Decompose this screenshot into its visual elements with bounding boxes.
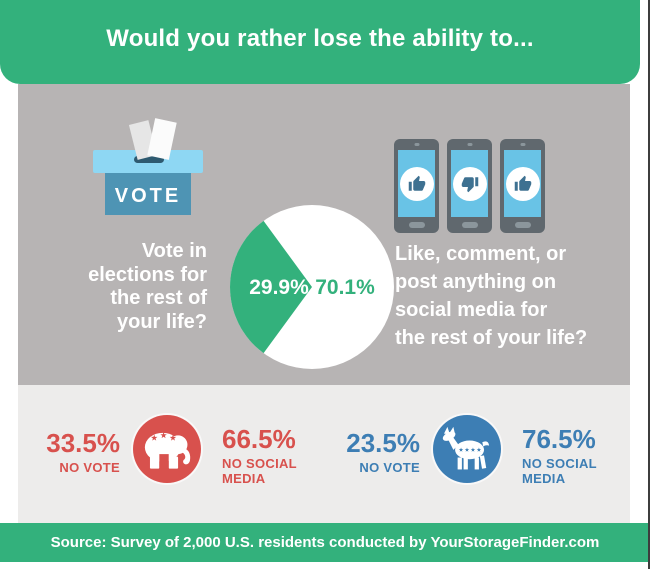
phone-screen bbox=[504, 150, 541, 217]
democrat-badge bbox=[433, 415, 501, 483]
stat-label: NO SOCIAL MEDIA bbox=[522, 456, 597, 486]
stat-label: NO VOTE bbox=[59, 460, 120, 475]
pie-chart bbox=[230, 205, 394, 369]
source-text: Source: Survey of 2,000 U.S. residents c… bbox=[50, 534, 600, 551]
question-line: the rest of your life? bbox=[395, 327, 588, 349]
header-banner: Would you rather lose the ability to... bbox=[0, 0, 640, 84]
phone-speaker-dot bbox=[467, 143, 472, 146]
ballot-box-icon: VOTE bbox=[93, 118, 203, 215]
phone-speaker-dot bbox=[414, 143, 419, 146]
comparison-panel: VOTE Vote in elections for the rest of y… bbox=[18, 84, 630, 385]
thumbs-up-icon bbox=[408, 175, 425, 191]
question-line: your life? bbox=[116, 310, 207, 333]
thumbs-up-icon bbox=[514, 175, 531, 191]
screenshot-right-border bbox=[648, 0, 650, 569]
phone-home-button bbox=[514, 222, 531, 228]
phone-home-button bbox=[408, 222, 425, 228]
phone-speaker-dot bbox=[520, 143, 525, 146]
smartphones-group bbox=[394, 139, 545, 233]
question-line: elections for bbox=[88, 263, 207, 286]
democrat-no-social-stat: 76.5% NO SOCIAL MEDIA bbox=[522, 425, 612, 486]
like-badge bbox=[399, 166, 434, 201]
like-badge bbox=[505, 166, 540, 201]
thumbs-down-icon bbox=[461, 176, 478, 192]
question-line: post anything on bbox=[395, 271, 557, 293]
stat-label: NO VOTE bbox=[359, 460, 420, 475]
democrat-donkey-icon bbox=[442, 426, 490, 470]
smartphone bbox=[394, 139, 439, 233]
pie-slice-vote bbox=[230, 220, 312, 354]
phone-screen bbox=[398, 150, 435, 217]
party-results-panel: 33.5% NO VOTE 66.5% NO SOCIAL MEDIA 23.5… bbox=[18, 385, 630, 523]
stat-label: NO SOCIAL MEDIA bbox=[222, 456, 297, 486]
stat-value: 33.5% bbox=[46, 428, 120, 458]
question-line: Like, comment, or bbox=[395, 243, 567, 265]
republican-elephant-icon bbox=[144, 431, 191, 469]
page-title: Would you rather lose the ability to... bbox=[106, 25, 534, 52]
stat-value: 23.5% bbox=[346, 428, 420, 458]
phone-screen bbox=[451, 150, 488, 217]
question-line: Vote in bbox=[141, 240, 207, 262]
democrat-no-vote-stat: 23.5% NO VOTE bbox=[346, 429, 420, 475]
stat-value: 76.5% bbox=[522, 424, 596, 454]
smartphone bbox=[500, 139, 545, 233]
question-line: the rest of bbox=[110, 287, 207, 309]
question-line: social media for bbox=[395, 299, 548, 321]
republican-no-vote-stat: 33.5% NO VOTE bbox=[46, 429, 120, 475]
stat-value: 66.5% bbox=[222, 424, 296, 454]
footer-bar: Source: Survey of 2,000 U.S. residents c… bbox=[0, 523, 650, 562]
pie-label-vote: 29.9% bbox=[249, 276, 309, 299]
republican-no-social-stat: 66.5% NO SOCIAL MEDIA bbox=[222, 425, 312, 486]
question-social-media: Like, comment, or post anything on socia… bbox=[395, 240, 587, 352]
pie-label-social: 70.1% bbox=[315, 276, 375, 299]
ballot-vote-label: VOTE bbox=[115, 185, 181, 207]
dislike-badge bbox=[452, 166, 487, 201]
republican-badge bbox=[133, 415, 201, 483]
phone-home-button bbox=[461, 222, 478, 228]
question-vote: Vote in elections for the rest of your l… bbox=[88, 240, 207, 334]
smartphone bbox=[447, 139, 492, 233]
